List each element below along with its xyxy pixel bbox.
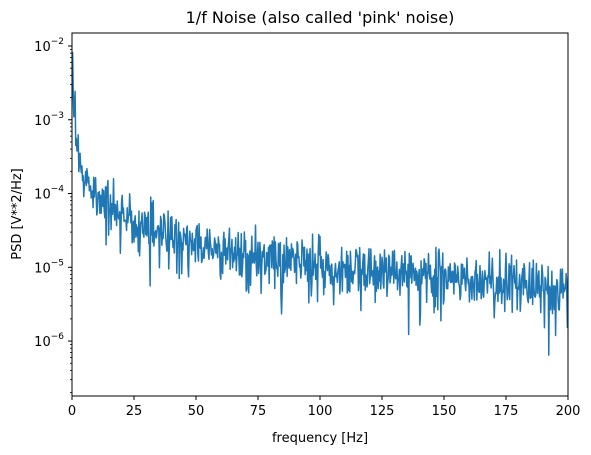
x-axis-label: frequency [Hz]	[272, 431, 368, 446]
y-tick-label: 10−4	[34, 185, 64, 203]
x-tick-label: 100	[308, 404, 333, 419]
y-axis-ticks: 10−6 10−5 10−4 10−3 10−2	[34, 37, 72, 394]
x-tick-label: 50	[188, 404, 205, 419]
y-tick-label: 10−5	[34, 258, 64, 276]
x-tick-label: 75	[250, 404, 267, 419]
x-tick-label: 125	[370, 404, 395, 419]
y-tick-label: 10−6	[34, 332, 64, 350]
y-tick-label: 10−3	[34, 111, 64, 129]
y-axis-label: PSD [V**2/Hz]	[10, 168, 25, 260]
x-tick-label: 200	[556, 404, 581, 419]
x-axis-ticks: 0 25 50 75 100 125 150 175 200	[68, 396, 581, 419]
plot-frame	[71, 32, 569, 397]
x-tick-label: 150	[432, 404, 457, 419]
x-tick-label: 175	[494, 404, 519, 419]
plot-area	[72, 51, 568, 356]
y-tick-label: 10−2	[34, 37, 64, 55]
psd-series-line	[72, 51, 568, 356]
chart-title: 1/f Noise (also called 'pink' noise)	[186, 8, 455, 27]
x-tick-label: 0	[68, 404, 76, 419]
x-tick-label: 25	[126, 404, 143, 419]
